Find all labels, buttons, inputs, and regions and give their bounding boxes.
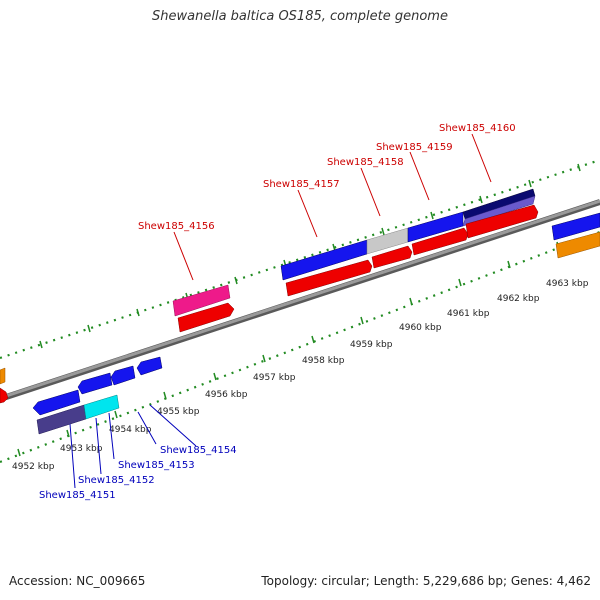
gene-red-feature[interactable] (465, 204, 539, 239)
tick-label: 4963 kbp (546, 279, 589, 289)
gene-shew185-4154-feature[interactable] (136, 356, 163, 376)
gene-feature-edge[interactable] (551, 212, 600, 241)
forward-leaders (173, 133, 492, 281)
outer-major-ticks (39, 163, 581, 349)
tick-label: 4960 kbp (399, 323, 442, 333)
genome-backbone (0, 199, 600, 400)
inner-major-ticks (17, 241, 560, 457)
tick-label: 4958 kbp (302, 356, 345, 366)
gene-red-feature[interactable] (411, 227, 469, 256)
tick-label: 4957 kbp (253, 373, 296, 383)
gene-red-feature[interactable] (371, 245, 413, 269)
gene-red-feature[interactable] (285, 259, 373, 297)
gene-shew185-4151-feature[interactable] (32, 389, 81, 416)
tick-labels: 4952 kbp 4953 kbp 4954 kbp 4955 kbp 4956… (12, 279, 589, 472)
gene-label-shew185-4153[interactable]: Shew185_4153 (118, 460, 195, 471)
gene-orange-feature[interactable] (0, 367, 6, 385)
gene-red-feature[interactable] (177, 302, 235, 333)
gene-labels: Shew185_4151 Shew185_4152 Shew185_4153 S… (39, 123, 516, 501)
forward-lane-outer (172, 188, 600, 317)
tick-label: 4955 kbp (157, 407, 200, 417)
gene-label-shew185-4159[interactable]: Shew185_4159 (376, 142, 453, 153)
tick-label: 4961 kbp (447, 309, 490, 319)
gene-label-shew185-4157[interactable]: Shew185_4157 (263, 179, 340, 190)
gene-shew185-4152-feature[interactable] (77, 372, 113, 395)
tick-label: 4952 kbp (12, 462, 55, 472)
tick-label: 4953 kbp (60, 444, 103, 454)
reverse-leaders (69, 404, 197, 489)
gene-cyan-feature[interactable] (83, 394, 120, 420)
gene-label-shew185-4152[interactable]: Shew185_4152 (78, 475, 155, 486)
gene-label-shew185-4158[interactable]: Shew185_4158 (327, 157, 404, 168)
inner-tick-ring (0, 230, 600, 464)
reverse-lane (32, 356, 163, 435)
gene-shew185-4153-feature[interactable] (110, 365, 136, 386)
gene-orange-feature[interactable] (555, 231, 600, 259)
gene-shew185-4156-feature[interactable] (172, 284, 231, 317)
tick-label: 4956 kbp (205, 390, 248, 400)
tick-label: 4954 kbp (109, 425, 152, 435)
accession-text: Accession: NC_009665 (9, 574, 146, 588)
gene-label-shew185-4154[interactable]: Shew185_4154 (160, 445, 237, 456)
gene-red-feature[interactable] (0, 387, 9, 404)
tick-label: 4959 kbp (350, 340, 393, 350)
genome-summary-text: Topology: circular; Length: 5,229,686 bp… (261, 574, 591, 588)
forward-lane-inner (0, 204, 600, 404)
gene-shew185-4160-subfeature[interactable] (462, 195, 536, 227)
map-title: Shewanella baltica OS185, complete genom… (152, 9, 448, 24)
outer-tick-ring (0, 158, 600, 360)
gene-label-shew185-4151[interactable]: Shew185_4151 (39, 490, 116, 501)
gene-label-shew185-4156[interactable]: Shew185_4156 (138, 221, 215, 232)
gene-label-shew185-4160[interactable]: Shew185_4160 (439, 123, 516, 134)
tick-label: 4962 kbp (497, 294, 540, 304)
